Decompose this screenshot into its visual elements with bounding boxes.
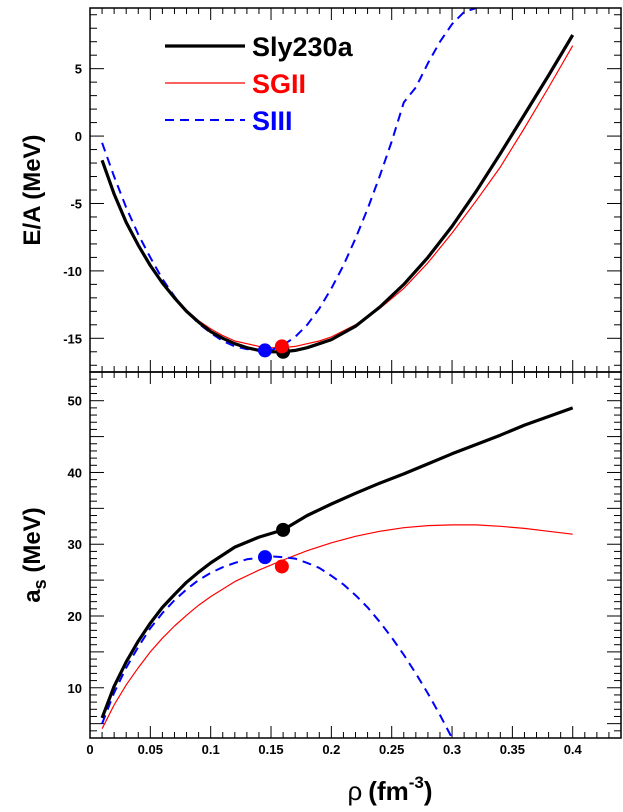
x-tick-label: 0.1 (202, 742, 220, 757)
x-title-exponent: -3 (409, 773, 424, 792)
ylabel-a: a (19, 589, 46, 603)
x-axis-title: ρ (fm-3) (347, 773, 432, 806)
ylabel-subscript-s: s (30, 579, 50, 589)
ylabel-unit: (MeV) (19, 507, 46, 579)
x-tick-label: 0.25 (379, 742, 404, 757)
y-tick-label: 20 (68, 609, 82, 624)
y-tick-label: -5 (70, 196, 82, 211)
x-tick-label: 0 (86, 742, 93, 757)
bottom-panel-ytick-labels: 10 20 30 40 50 (68, 394, 82, 696)
y-tick-label: -10 (63, 264, 82, 279)
saturation-marker-siii (257, 550, 272, 565)
legend: Sly230a SGII SIII (165, 32, 354, 136)
top-panel-ticks (89, 8, 622, 372)
y-tick-label: 0 (75, 129, 82, 144)
x-title-symbol: ρ (347, 776, 362, 806)
bottom-panel-frame (89, 371, 622, 739)
saturation-marker-sgii (274, 339, 289, 354)
legend-label-siii: SIII (252, 106, 293, 136)
x-tick-label: 0.05 (138, 742, 163, 757)
x-tick-label: 0.3 (443, 742, 461, 757)
legend-label-sly230a: Sly230a (252, 32, 354, 62)
x-tick-label: 0.15 (258, 742, 283, 757)
top-panel-markers (257, 339, 291, 359)
x-tick-label: 0.35 (500, 742, 525, 757)
x-tick-label: 0.4 (564, 742, 583, 757)
saturation-marker-sgii (274, 559, 289, 574)
bottom-panel-ylabel: as (MeV) (19, 507, 50, 602)
y-tick-label: 10 (68, 681, 82, 696)
saturation-marker-siii (257, 343, 272, 358)
y-tick-label: 40 (68, 465, 82, 480)
top-panel-ylabel: E/A (MeV) (19, 134, 46, 245)
x-title-close: ) (424, 776, 433, 806)
series-line-siii (101, 555, 453, 738)
y-tick-label: -15 (63, 331, 82, 346)
panel-symmetry-energy: 10 20 30 40 50 0 0.05 0.1 0.15 0.2 0.25 0.3 0.35 0.4… (19, 371, 622, 757)
x-title-unit: (fm (368, 776, 408, 806)
y-tick-label: 30 (68, 537, 82, 552)
bottom-panel-markers (257, 522, 291, 574)
legend-label-sgii: SGII (252, 69, 306, 99)
top-panel-ytick-labels: -15 -10 -5 0 5 (63, 62, 82, 347)
x-axis-tick-labels: 0 0.05 0.1 0.15 0.2 0.25 0.3 0.35 0.4 (86, 742, 582, 757)
x-tick-label: 0.2 (322, 742, 340, 757)
y-tick-label: 50 (68, 394, 82, 409)
series-line-siii (101, 8, 477, 352)
saturation-marker-sly230a (276, 522, 291, 537)
y-tick-label: 5 (75, 62, 82, 77)
